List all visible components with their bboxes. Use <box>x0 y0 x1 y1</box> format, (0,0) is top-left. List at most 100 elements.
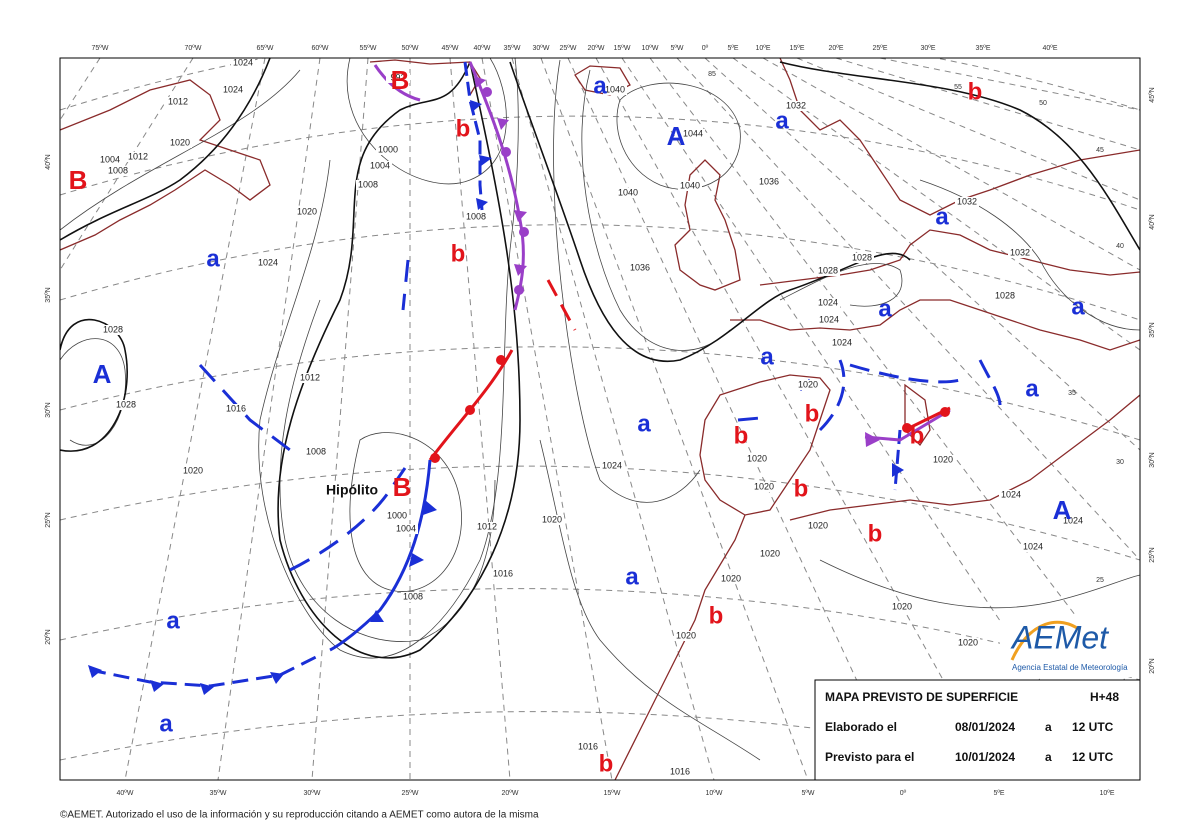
bottom-lon-label: 10ºE <box>1099 790 1114 797</box>
isobar-label-bg <box>576 742 600 752</box>
logo: AEMet Agencia Estatal de Meteorología <box>1000 615 1138 677</box>
isobar-label: 1024 <box>602 460 622 470</box>
isobar-label-bg <box>955 197 979 207</box>
high-pressure: a <box>206 245 220 272</box>
high-pressure: a <box>775 107 789 134</box>
right-lat-label: 45ºN <box>1149 87 1156 102</box>
top-lon-label: 60ºW <box>312 45 329 52</box>
isobar-label: 1024 <box>832 337 852 347</box>
isobar-label-bg <box>752 482 776 492</box>
isobar-label: 1008 <box>306 446 326 456</box>
isobar-label: 1028 <box>995 290 1015 300</box>
isobar-label-bg <box>475 522 499 532</box>
isobar-label-bg <box>540 515 564 525</box>
isobar-label: 1008 <box>466 211 486 221</box>
left-lat-label: 35ºN <box>45 287 52 302</box>
isobar-label: 1028 <box>852 252 872 262</box>
isobar-label: 1040 <box>680 180 700 190</box>
isobar-labels: 85 55 50 45 40 35 30 25 1024 1024 1012 1012 1020 1004… <box>98 57 1124 777</box>
isobar-label-bg <box>394 524 418 534</box>
isobar-label-bg <box>678 181 702 191</box>
isobar-label-bg <box>101 325 125 335</box>
made-label: Elaborado el <box>825 720 897 734</box>
isobar-label: 1004 <box>396 523 416 533</box>
isobar-label: 1012 <box>300 372 320 382</box>
high-pressure: a <box>625 563 639 590</box>
made-at: a <box>1045 720 1052 734</box>
made-date: 08/01/2024 <box>955 720 1015 734</box>
info-box: MAPA PREVISTO DE SUPERFICIE H+48 Elabora… <box>814 679 1141 781</box>
high-pressure: a <box>166 607 180 634</box>
low-pressure: b <box>968 78 983 105</box>
isobar-label-bg <box>931 455 955 465</box>
isobar-label: 1008 <box>108 165 128 175</box>
left-lat-label: 20ºN <box>45 629 52 644</box>
isobar-label: 1020 <box>721 573 741 583</box>
isobar-label-bg <box>745 454 769 464</box>
top-lon-label: 35ºW <box>504 45 521 52</box>
top-lon-label: 40ºW <box>474 45 491 52</box>
isobar-label-bg <box>956 638 980 648</box>
right-lat-label: 25ºN <box>1149 547 1156 562</box>
isobar-label: 1024 <box>1001 489 1021 499</box>
bottom-lon-label: 0º <box>900 790 907 797</box>
grid-label: 50 <box>1039 100 1047 107</box>
grid-label: 30 <box>1116 459 1124 466</box>
high-pressure: a <box>878 295 892 322</box>
left-lat-label: 25ºN <box>45 512 52 527</box>
isobar-label: 1036 <box>759 176 779 186</box>
isobar-label: 1032 <box>786 100 806 110</box>
isobar-label-bg <box>603 85 627 95</box>
grid-label: 25 <box>1096 577 1104 584</box>
isobar-label: 1000 <box>387 510 407 520</box>
top-lon-label: 70ºW <box>185 45 202 52</box>
isobar-label-bg <box>817 315 841 325</box>
top-lon-label: 30ºE <box>920 45 935 52</box>
isobar-label: 1032 <box>957 196 977 206</box>
grid-label: 35 <box>1068 390 1076 397</box>
left-lat-label: 40ºN <box>45 154 52 169</box>
isobar-label: 1040 <box>618 187 638 197</box>
high-pressure: a <box>1071 293 1085 320</box>
isobar-label-bg <box>668 767 692 777</box>
top-lon-label: 0º <box>702 45 709 52</box>
info-lead: H+48 <box>1090 690 1119 704</box>
isobar-label: 1024 <box>1063 515 1083 525</box>
isobar-label-bg <box>850 253 874 263</box>
isobar-label: 1028 <box>103 324 123 334</box>
map-frame <box>59 57 1141 781</box>
top-lon-label: 25ºW <box>560 45 577 52</box>
isobar-label-bg <box>890 602 914 612</box>
top-lon-label: 35ºE <box>975 45 990 52</box>
isobar-label-bg <box>681 129 705 139</box>
right-lat-label: 30ºN <box>1149 452 1156 467</box>
isobar-label-bg <box>221 85 245 95</box>
isobar-label-bg <box>401 592 425 602</box>
low-pressure: b <box>805 400 820 427</box>
high-pressure: a <box>935 203 949 230</box>
isobar-label-bg <box>816 266 840 276</box>
isobar-label-bg <box>830 338 854 348</box>
isobar-label-bg <box>224 404 248 414</box>
bottom-lon-label: 15ºW <box>604 790 621 797</box>
isobar-label-bg <box>356 180 380 190</box>
isobar-label-bg <box>181 466 205 476</box>
isobar-label: 1016 <box>670 766 690 776</box>
low-pressure: b <box>709 602 724 629</box>
isobar-label-bg <box>376 145 400 155</box>
isobar-label-bg <box>993 291 1017 301</box>
logo-name: AEMet <box>1010 619 1109 655</box>
isobar-label: 1024 <box>258 257 278 267</box>
isobar-label: 1020 <box>933 454 953 464</box>
top-lon-label: 30ºW <box>533 45 550 52</box>
top-lon-label: 65ºW <box>257 45 274 52</box>
isobar-label-bg <box>796 380 820 390</box>
top-lon-label: 10ºW <box>642 45 659 52</box>
low-pressure: B <box>393 472 412 502</box>
isobar-label: 1040 <box>605 84 625 94</box>
isobar-label-bg <box>386 73 410 83</box>
isobar-label-bg <box>106 166 130 176</box>
right-lat-label: 20ºN <box>1149 658 1156 673</box>
isobar-label: 1024 <box>233 57 253 67</box>
